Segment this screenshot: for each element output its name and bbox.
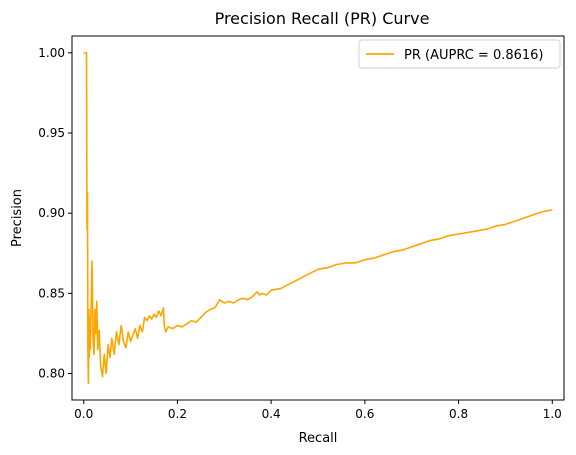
y-tick-label: 1.00 <box>38 46 65 60</box>
axes-background <box>72 36 564 400</box>
x-tick-label: 0.2 <box>168 407 187 421</box>
x-tick-label: 0.0 <box>74 407 93 421</box>
y-axis: 0.80 0.85 0.90 0.95 1.00 <box>38 46 72 381</box>
x-tick-label: 0.4 <box>262 407 281 421</box>
y-tick-label: 0.80 <box>38 367 65 381</box>
x-tick-label: 0.6 <box>355 407 374 421</box>
legend: PR (AUPRC = 0.8616) <box>358 39 561 69</box>
y-tick-label: 0.95 <box>38 126 65 140</box>
y-tick-label: 0.85 <box>38 286 65 300</box>
x-axis: 0.0 0.2 0.4 0.6 0.8 1.0 <box>74 400 562 421</box>
chart-title: Precision Recall (PR) Curve <box>215 9 430 28</box>
x-tick-label: 0.8 <box>449 407 468 421</box>
x-tick-label: 1.0 <box>543 407 562 421</box>
y-tick-label: 0.90 <box>38 206 65 220</box>
axes-border <box>71 35 565 401</box>
y-axis-label: Precision <box>10 189 25 247</box>
x-axis-label: Recall <box>299 431 338 446</box>
legend-label: PR (AUPRC = 0.8616) <box>404 48 544 63</box>
legend-box <box>358 39 561 69</box>
plot-area <box>72 36 564 400</box>
pr-curve-line <box>83 51 553 385</box>
axes-frame <box>71 35 565 401</box>
